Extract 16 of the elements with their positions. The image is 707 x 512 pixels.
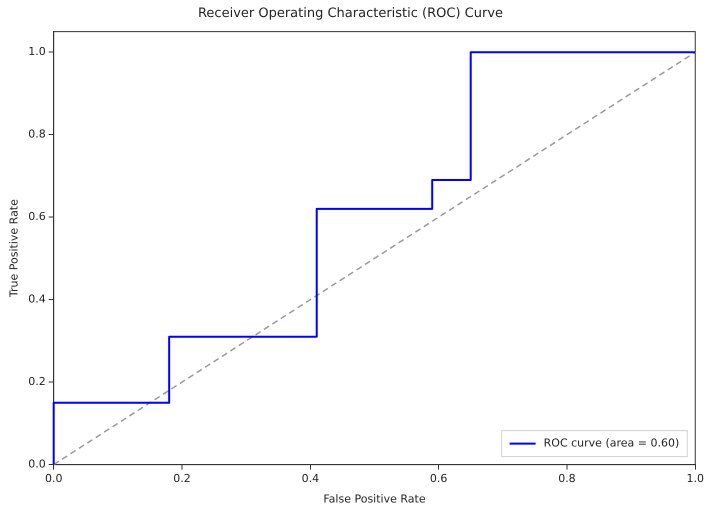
x-axis-title: False Positive Rate (323, 492, 426, 506)
legend-label: ROC curve (area = 0.60) (544, 436, 680, 450)
chart-title: Receiver Operating Characteristic (ROC) Curve (198, 6, 504, 22)
y-tick-label: 0.2 (28, 374, 46, 388)
x-tick-label: 0.4 (302, 472, 320, 486)
y-tick-label: 0.6 (28, 210, 46, 224)
y-tick-label: 1.0 (28, 45, 46, 58)
x-tick-label: 0.6 (430, 472, 448, 486)
y-tick-label: 0.4 (28, 292, 46, 306)
y-tick-label: 0.8 (28, 128, 46, 141)
x-tick-label: 0.0 (44, 472, 62, 486)
x-tick-label: 0.8 (558, 472, 576, 486)
x-tick-label: 1.0 (686, 472, 704, 486)
y-axis-title: True Positive Rate (7, 198, 20, 298)
x-tick-label: 0.2 (173, 472, 191, 486)
y-tick-label: 0.0 (28, 457, 46, 470)
